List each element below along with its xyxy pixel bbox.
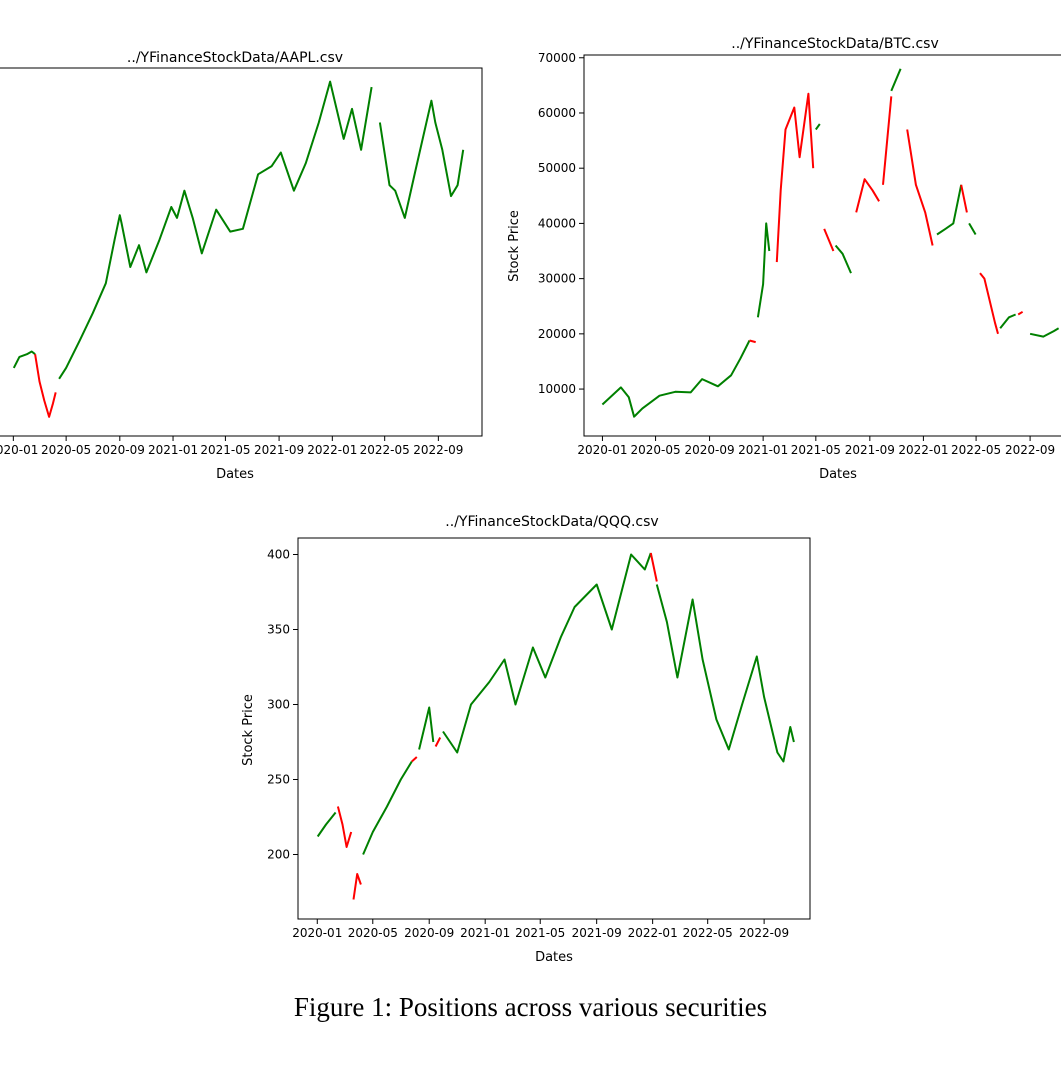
x-tick-label: 2020-05: [348, 926, 398, 940]
price-lines: [12, 80, 465, 418]
y-tick-label: 200: [267, 848, 290, 862]
x-tick-label: 2020-05: [41, 443, 91, 457]
chart-aapl: ../YFinanceStockData/AAPL.csv 2020-01202…: [0, 50, 483, 482]
x-tick-label: 2022-05: [683, 926, 733, 940]
green-series-segment-0: [316, 811, 337, 838]
x-tick-label: 2021-09: [254, 443, 304, 457]
chart-qqq: ../YFinanceStockData/QQQ.csv 2020-01 2020…: [241, 514, 811, 965]
green-series-segment-5: [418, 706, 435, 750]
green-series-segment-11: [936, 184, 963, 236]
red-series-segment-1: [34, 354, 57, 418]
x-axis-label: Dates: [216, 467, 254, 482]
x-tick-label: 2021-09: [845, 443, 895, 457]
x-tick-label: 2021-09: [572, 926, 622, 940]
y-tick-label: 20000: [538, 327, 576, 341]
green-series-segment-0: [12, 350, 36, 369]
x-tick-label: 2022-09: [413, 443, 463, 457]
plot-area: [583, 54, 1061, 437]
red-series-segment-4: [411, 756, 418, 763]
x-tick-label: 2021-05: [515, 926, 565, 940]
x-tick-label: 2022-09: [739, 926, 789, 940]
x-tick-label: 2020-09: [404, 926, 454, 940]
x-tick-label: 2021-01: [148, 443, 198, 457]
green-series-segment-2: [58, 80, 373, 380]
plot-area: [297, 537, 811, 920]
x-tick-label: 2021-01: [738, 443, 788, 457]
x-tick-label: 2022-01: [628, 926, 678, 940]
x-tick-label: 2022-01: [307, 443, 357, 457]
price-lines: [601, 68, 1060, 418]
x-tick-label: 2022-01: [898, 443, 948, 457]
x-tick-label: 2020-09: [95, 443, 145, 457]
x-axis-label: Dates: [535, 950, 573, 965]
green-series-segment-9: [890, 68, 902, 92]
y-tick-label: 10000: [538, 382, 576, 396]
green-series-segment-4: [814, 123, 821, 131]
green-series-segment-17: [1029, 327, 1060, 338]
red-series-segment-5: [823, 228, 835, 252]
chart-title: ../YFinanceStockData/QQQ.csv: [445, 514, 658, 530]
red-series-segment-1: [336, 806, 353, 848]
x-tick-label: 2020-01: [292, 926, 342, 940]
red-series-segment-8: [882, 96, 893, 185]
green-series-segment-7: [442, 552, 652, 754]
chart-title: ../YFinanceStockData/AAPL.csv: [127, 50, 343, 66]
y-tick-label: 30000: [538, 272, 576, 286]
x-tick-label: 2021-01: [460, 926, 510, 940]
y-axis-label: Stock Price: [507, 210, 522, 282]
y-tick-label: 250: [267, 773, 290, 787]
red-series-segment-2: [352, 873, 362, 900]
y-tick-label: 60000: [538, 106, 576, 120]
x-tick-label: 2020-01: [577, 443, 627, 457]
green-series-segment-6: [834, 244, 852, 274]
y-axis-ticks: 10000 20000 30000 40000 50000 60000 70000: [538, 51, 584, 396]
green-series-segment-3: [362, 760, 413, 855]
green-series-segment-13: [968, 222, 977, 236]
green-series-segment-2: [756, 222, 771, 318]
y-tick-label: 300: [267, 698, 290, 712]
plot-area: [0, 67, 483, 437]
red-series-segment-16: [1017, 310, 1024, 316]
x-tick-label: 2020-05: [630, 443, 680, 457]
price-lines: [316, 552, 795, 900]
y-axis-label: Stock Price: [241, 694, 256, 766]
red-series-segment-6: [434, 737, 442, 747]
x-tick-label: 2021-05: [791, 443, 841, 457]
figure-caption: Figure 1: Positions across various secur…: [293, 992, 768, 1022]
y-tick-label: 400: [267, 548, 290, 562]
green-series-segment-0: [601, 340, 751, 418]
y-tick-label: 50000: [538, 161, 576, 175]
red-series-segment-3: [775, 92, 815, 263]
y-tick-label: 350: [267, 623, 290, 637]
y-tick-label: 40000: [538, 216, 576, 230]
x-tick-label: 2021-05: [200, 443, 250, 457]
x-tick-label: 2022-05: [951, 443, 1001, 457]
x-axis-ticks: 2020-01 2020-05 2020-09 2021-01 2021-05 2021-…: [292, 919, 789, 940]
green-series-segment-3: [378, 99, 465, 219]
x-tick-label: 2022-09: [1005, 443, 1055, 457]
red-series-segment-12: [960, 184, 968, 213]
chart-title: ../YFinanceStockData/BTC.csv: [731, 36, 938, 52]
red-series-segment-8: [649, 552, 658, 582]
green-series-segment-9: [655, 584, 795, 763]
red-series-segment-1: [749, 339, 756, 344]
red-series-segment-10: [906, 129, 934, 246]
x-tick-label: 2020-01: [0, 443, 38, 457]
y-axis-ticks: 200 250 300 350 400: [267, 548, 298, 862]
x-tick-label: 2020-09: [685, 443, 735, 457]
red-series-segment-14: [979, 272, 999, 335]
x-tick-label: 2022-05: [360, 443, 410, 457]
green-series-segment-15: [999, 313, 1016, 329]
y-tick-label: 70000: [538, 51, 576, 65]
x-axis-label: Dates: [819, 467, 857, 482]
chart-btc: ../YFinanceStockData/BTC.csv 2020-01 2020…: [507, 36, 1061, 482]
red-series-segment-7: [855, 178, 880, 213]
